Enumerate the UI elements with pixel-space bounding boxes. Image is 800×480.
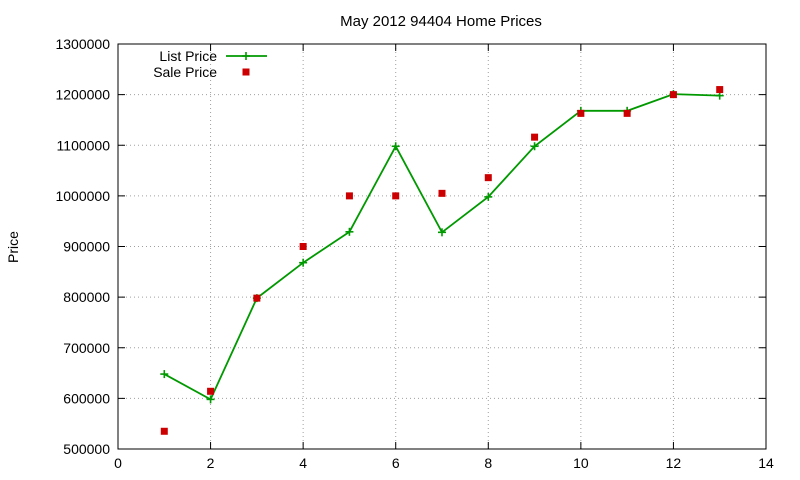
x-tick-label: 8: [484, 455, 492, 471]
legend-swatch-square: [242, 68, 250, 76]
list-price-point: [299, 258, 308, 267]
sale-price-point: [160, 427, 168, 435]
y-tick-label: 500000: [63, 441, 110, 457]
axes: 0 2 4 6 8 10 12 14 500000 600000 700000 800000 90000…: [55, 36, 774, 471]
x-tick-label: 0: [114, 455, 122, 471]
list-price-point: [345, 227, 354, 236]
x-tick-label: 12: [666, 455, 682, 471]
sale-price-point: [577, 109, 585, 117]
y-axis-label: Price: [5, 231, 21, 263]
y-tick-label: 1100000: [57, 137, 111, 153]
sale-price-point: [669, 91, 677, 99]
sale-price-point: [531, 133, 539, 141]
y-tick-label: 1000000: [55, 188, 110, 204]
sale-price-point: [299, 243, 307, 250]
legend-label: Sale Price: [153, 64, 217, 80]
list-price-point: [484, 192, 493, 201]
x-tick-label: 10: [573, 455, 589, 471]
legend-label: List Price: [159, 48, 217, 64]
sale-price-point: [716, 86, 724, 94]
sale-price-point: [253, 294, 261, 302]
y-tick-label: 700000: [63, 340, 110, 356]
sale-price-point: [484, 174, 492, 182]
y-tick-label: 1300000: [55, 36, 110, 52]
y-tick-label: 600000: [63, 390, 110, 406]
sale-price-point: [207, 387, 215, 395]
sale-price-point: [623, 109, 631, 117]
list-price-point: [438, 228, 446, 237]
x-tick-label: 4: [299, 455, 307, 471]
sale-price-point: [345, 192, 353, 200]
y-tick-label: 900000: [63, 239, 110, 255]
y-tick-label: 800000: [63, 289, 110, 305]
list-price-point: [160, 370, 169, 379]
x-tick-label: 14: [758, 455, 774, 471]
y-tick-label: 1200000: [55, 87, 110, 103]
x-tick-label: 2: [207, 455, 215, 471]
list-price-point: [391, 142, 400, 151]
series-layer: [160, 86, 724, 435]
sale-price-point: [392, 192, 400, 200]
x-tick-label: 6: [392, 455, 400, 471]
list-price-point: [530, 142, 539, 151]
sale-price-point: [438, 189, 446, 197]
chart-title: May 2012 94404 Home Prices: [340, 13, 542, 30]
legend-swatch-marker: [242, 52, 250, 60]
list-price-point: [206, 395, 215, 404]
